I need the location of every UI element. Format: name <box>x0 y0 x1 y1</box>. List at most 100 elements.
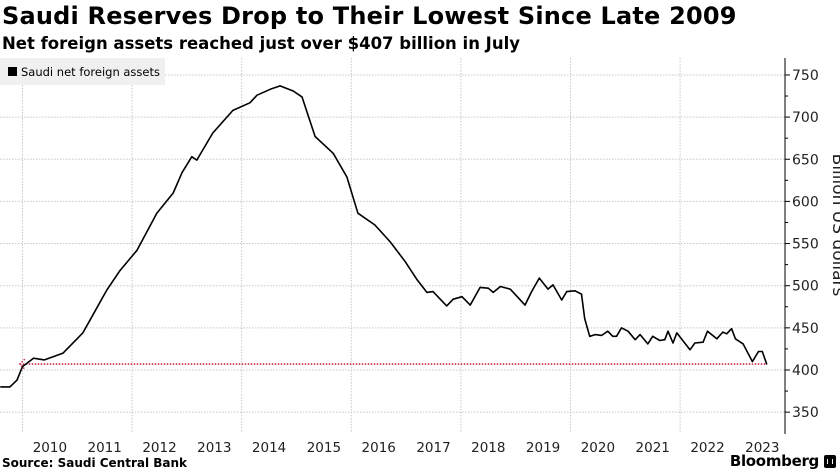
data-point <box>119 269 121 272</box>
data-point <box>702 341 704 343</box>
data-point <box>615 335 618 337</box>
data-point <box>232 109 234 111</box>
data-point <box>647 343 649 345</box>
legend-label: Saudi net foreign assets <box>21 64 160 79</box>
y-tick-label: 450 <box>792 321 819 337</box>
data-point <box>487 287 489 289</box>
y-tick-label: 600 <box>792 194 819 210</box>
data-point <box>722 331 724 333</box>
data-point <box>766 363 768 365</box>
data-point <box>589 335 591 337</box>
y-axis-title: Billion US dollars <box>828 154 840 297</box>
bloomberg-icon <box>824 454 836 468</box>
data-point <box>43 359 46 361</box>
data-point <box>479 286 481 288</box>
data-point <box>191 156 193 158</box>
data-point <box>627 330 629 332</box>
data-point <box>89 319 91 321</box>
data-point <box>726 333 728 335</box>
data-point <box>461 296 463 298</box>
data-point <box>689 349 691 351</box>
data-point <box>426 291 428 294</box>
y-tick-label: 500 <box>792 279 819 295</box>
data-point <box>751 360 754 363</box>
series-line-saudi-net-foreign-assets <box>0 85 768 388</box>
x-tick-label: 2022 <box>690 440 724 456</box>
data-point <box>742 343 744 345</box>
data-point <box>446 305 448 307</box>
data-point <box>639 333 641 336</box>
data-point <box>530 291 533 293</box>
data-point <box>664 339 666 341</box>
x-tick-label: 2019 <box>526 440 560 456</box>
chart-subtitle: Net foreign assets reached just over $40… <box>2 34 520 53</box>
chart-title: Saudi Reserves Drop to Their Lowest Sinc… <box>2 2 737 30</box>
data-point <box>32 357 35 359</box>
y-tick-label: 700 <box>792 110 819 126</box>
data-point <box>374 224 376 226</box>
data-point <box>612 335 614 337</box>
data-point <box>301 96 303 98</box>
data-point <box>404 260 406 262</box>
data-point <box>212 132 214 134</box>
data-point <box>452 298 454 300</box>
x-tick-label: 2014 <box>252 440 286 456</box>
data-point <box>694 342 696 344</box>
data-point <box>499 285 501 288</box>
data-point <box>432 291 434 293</box>
data-point <box>731 328 733 330</box>
data-point <box>0 386 2 388</box>
data-point <box>706 330 709 332</box>
data-point <box>9 386 11 388</box>
x-tick-label: 2015 <box>307 440 341 456</box>
x-tick-label: 2012 <box>142 440 176 456</box>
y-tick-label: 550 <box>792 237 819 253</box>
data-point <box>716 338 718 340</box>
y-tick-label: 750 <box>792 68 819 84</box>
data-point <box>136 249 138 251</box>
data-point <box>601 334 603 337</box>
x-tick-label: 2016 <box>362 440 396 456</box>
bloomberg-logo: Bloomberg <box>730 452 836 470</box>
data-point <box>676 332 678 334</box>
data-point <box>580 293 583 295</box>
data-point <box>509 288 511 290</box>
data-point <box>62 352 64 354</box>
x-tick-label: 2013 <box>197 440 231 456</box>
data-point <box>156 212 158 214</box>
data-point <box>492 291 494 294</box>
data-point <box>389 241 391 243</box>
x-tick-label: 2020 <box>581 440 615 456</box>
data-point <box>607 330 609 332</box>
legend-swatch <box>8 67 17 76</box>
data-point <box>416 279 418 281</box>
data-point <box>181 172 183 174</box>
x-tick-label: 2011 <box>88 440 122 456</box>
data-point <box>269 88 271 90</box>
data-point <box>584 317 586 320</box>
data-point <box>172 192 174 194</box>
data-point <box>469 304 471 306</box>
x-tick-label: 2018 <box>471 440 505 456</box>
data-point <box>659 339 661 342</box>
data-point <box>566 291 568 293</box>
data-point <box>314 135 316 138</box>
data-point <box>524 304 526 306</box>
data-point <box>249 102 251 104</box>
data-point <box>620 327 623 329</box>
x-tick-label: 2010 <box>33 440 67 456</box>
y-tick-label: 400 <box>792 363 819 379</box>
data-point <box>757 350 760 353</box>
data-point <box>594 333 596 336</box>
data-point <box>256 94 258 96</box>
data-point <box>538 277 540 279</box>
y-tick-label: 350 <box>792 405 819 421</box>
x-tick-label: 2017 <box>416 440 450 456</box>
x-tick-label: 2021 <box>636 440 670 456</box>
data-point <box>652 335 654 337</box>
data-point <box>574 290 576 292</box>
legend: Saudi net foreign assets <box>0 58 165 85</box>
data-point <box>196 159 198 161</box>
data-point <box>279 85 281 87</box>
